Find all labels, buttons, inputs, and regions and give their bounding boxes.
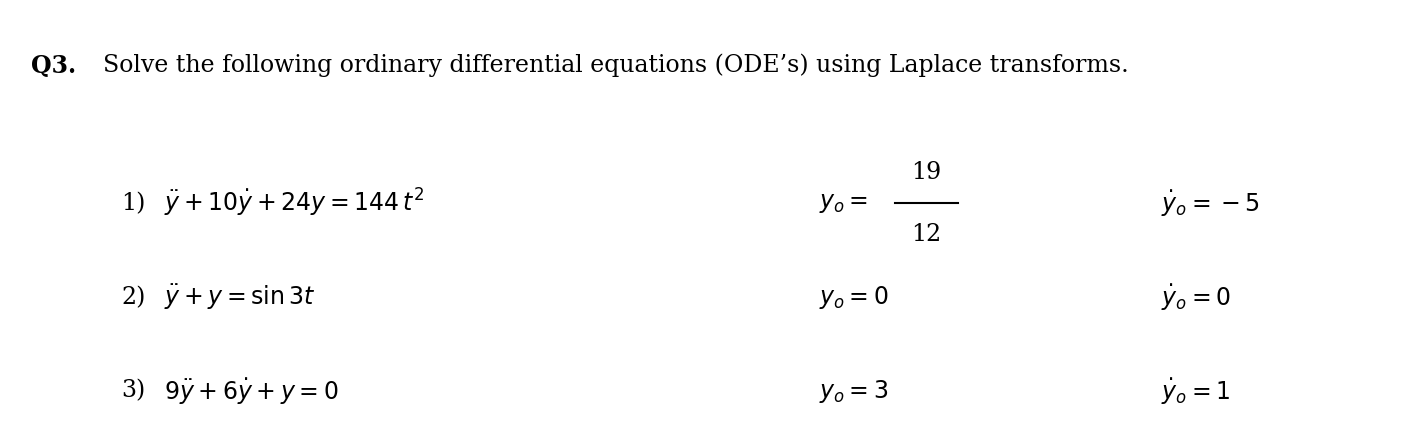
Text: $\dot{y}_o = 0$: $\dot{y}_o = 0$	[1161, 282, 1231, 312]
Text: 19: 19	[911, 160, 942, 184]
Text: Q3.: Q3.	[31, 54, 77, 78]
Text: $y_o = 0$: $y_o = 0$	[819, 284, 889, 311]
Text: 12: 12	[911, 223, 942, 246]
Text: $y_o = 3$: $y_o = 3$	[819, 378, 889, 405]
Text: 3): 3)	[121, 380, 145, 403]
Text: $9\ddot{y} + 6\dot{y} + y = 0$: $9\ddot{y} + 6\dot{y} + y = 0$	[164, 376, 338, 406]
Text: $\ddot{y} + 10\dot{y} + 24y = 144\,t^2$: $\ddot{y} + 10\dot{y} + 24y = 144\,t^2$	[164, 187, 425, 219]
Text: 1): 1)	[121, 192, 145, 215]
Text: $\dot{y}_o = -5$: $\dot{y}_o = -5$	[1161, 188, 1260, 219]
Text: 2): 2)	[121, 286, 145, 309]
Text: Solve the following ordinary differential equations (ODE’s) using Laplace transf: Solve the following ordinary differentia…	[103, 54, 1129, 77]
Text: $\ddot{y} + y = \sin 3t$: $\ddot{y} + y = \sin 3t$	[164, 283, 315, 312]
Text: $y_o =$: $y_o =$	[819, 192, 869, 215]
Text: $\dot{y}_o = 1$: $\dot{y}_o = 1$	[1161, 376, 1231, 406]
